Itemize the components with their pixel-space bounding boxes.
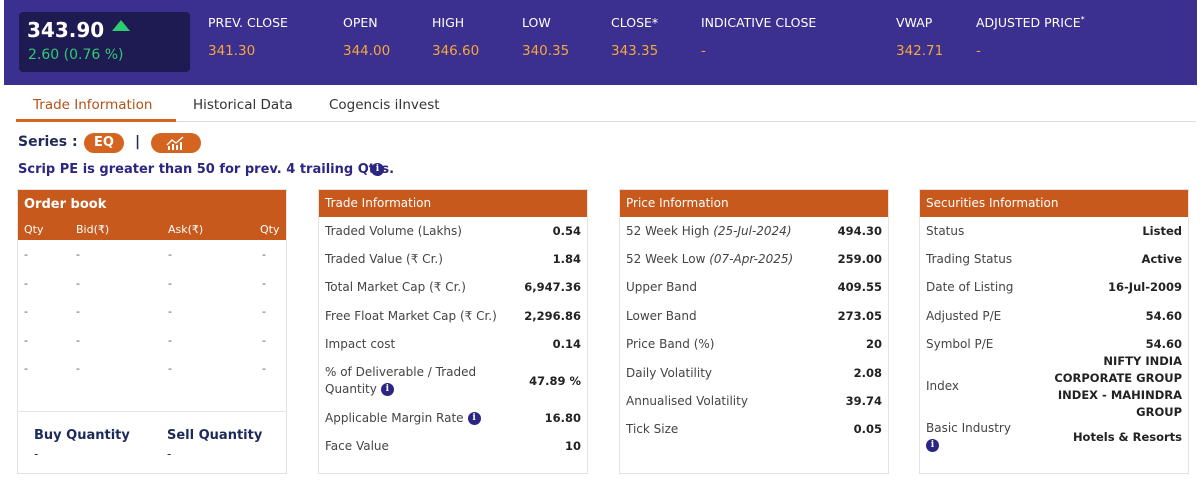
indicative-close: INDICATIVE CLOSE - bbox=[701, 15, 817, 59]
order-book-title: Order book bbox=[18, 190, 286, 220]
column-header: Qty bbox=[260, 223, 280, 236]
price-information-title: Price Information bbox=[620, 190, 888, 217]
trade-information-title: Trade Information bbox=[319, 190, 587, 217]
sell-quantity: Sell Quantity - bbox=[167, 428, 263, 461]
list-item: 52 Week Low (07-Apr-2025) 259.00 bbox=[626, 252, 882, 267]
list-item: Upper Band 409.55 bbox=[626, 280, 882, 295]
info-icon[interactable]: i bbox=[926, 439, 939, 453]
list-item: Index NIFTY INDIA CORPORATE GROUP INDEX … bbox=[926, 353, 1182, 419]
tab-trade-information[interactable]: Trade Information bbox=[33, 97, 153, 113]
info-icon[interactable]: i bbox=[467, 411, 481, 425]
column-header: Qty bbox=[24, 223, 44, 236]
list-item: Tick Size 0.05 bbox=[626, 422, 882, 437]
series-label: Series : bbox=[18, 134, 78, 150]
list-item: Impact cost 0.14 bbox=[325, 337, 581, 352]
table-row: - - - - bbox=[24, 248, 266, 261]
divider bbox=[18, 411, 286, 412]
chart-icon bbox=[166, 136, 184, 150]
adjusted-price: ADJUSTED PRICE* - bbox=[976, 15, 1085, 60]
tab-cogencis-iinvest[interactable]: Cogencis iInvest bbox=[329, 97, 440, 113]
list-item: Status Listed bbox=[926, 223, 1182, 238]
column-header: Ask(₹) bbox=[168, 223, 204, 236]
vwap: VWAP 342.71 bbox=[896, 15, 944, 59]
list-item: Price Band (%) 20 bbox=[626, 337, 882, 352]
active-tab-indicator bbox=[16, 119, 176, 122]
last-price: 343.90 bbox=[27, 18, 105, 42]
list-item: Symbol P/E 54.60 bbox=[926, 337, 1182, 352]
list-item: Traded Value (₹ Cr.) 1.84 bbox=[325, 252, 581, 267]
close: CLOSE* 343.35 bbox=[611, 15, 659, 59]
info-icon[interactable]: i bbox=[380, 383, 394, 397]
table-row: - - - - bbox=[24, 333, 266, 347]
tab-bar: Trade Information Historical Data Cogenc… bbox=[16, 92, 1196, 122]
list-item: Free Float Market Cap (₹ Cr.) 2,296.86 bbox=[325, 308, 581, 323]
order-book-panel: Order book Qty Bid(₹) Ask(₹) Qty - - - -… bbox=[17, 189, 287, 474]
list-item: Applicable Margin Rate i 16.80 bbox=[325, 410, 581, 425]
series-badge[interactable]: EQ bbox=[84, 133, 124, 153]
list-item: Daily Volatility 2.08 bbox=[626, 365, 882, 380]
list-item: Annualised Volatility 39.74 bbox=[626, 394, 882, 409]
list-item: Face Value 10 bbox=[325, 439, 581, 454]
low: LOW 340.35 bbox=[522, 15, 570, 59]
securities-information-title: Securities Information bbox=[920, 190, 1188, 217]
list-item: Traded Volume (Lakhs) 0.54 bbox=[325, 223, 581, 238]
scrip-pe-note: Scrip PE is greater than 50 for prev. 4 … bbox=[18, 162, 395, 177]
list-item: Adjusted P/E 54.60 bbox=[926, 308, 1182, 323]
securities-information-panel: Securities Information Status Listed Tra… bbox=[919, 189, 1189, 474]
list-item: 52 Week High (25-Jul-2024) 494.30 bbox=[626, 223, 882, 238]
price-information-panel: Price Information 52 Week High (25-Jul-2… bbox=[619, 189, 889, 474]
list-item: Basic Industry i Hotels & Resorts bbox=[926, 421, 1182, 453]
table-row: - - - - bbox=[24, 276, 266, 290]
list-item: Date of Listing 16-Jul-2009 bbox=[926, 280, 1182, 295]
order-book-columns: Qty Bid(₹) Ask(₹) Qty bbox=[18, 220, 286, 240]
quote-header: 343.90 2.60 (0.76 %) PREV. CLOSE 341.30 … bbox=[4, 0, 1197, 85]
table-row: - - - - bbox=[24, 305, 266, 318]
last-price-box: 343.90 2.60 (0.76 %) bbox=[19, 12, 190, 72]
series-separator: | bbox=[135, 134, 141, 150]
buy-quantity: Buy Quantity - bbox=[34, 428, 130, 461]
price-change: 2.60 (0.76 %) bbox=[28, 47, 124, 63]
table-row: - - - - bbox=[24, 362, 266, 375]
chart-button[interactable] bbox=[151, 133, 201, 153]
list-item: Lower Band 273.05 bbox=[626, 308, 882, 323]
up-arrow-icon bbox=[112, 20, 130, 31]
tab-historical-data[interactable]: Historical Data bbox=[193, 97, 293, 113]
trade-information-panel: Trade Information Traded Volume (Lakhs) … bbox=[318, 189, 588, 474]
info-icon[interactable]: i bbox=[371, 163, 384, 176]
list-item: Total Market Cap (₹ Cr.) 6,947.36 bbox=[325, 280, 581, 295]
column-header: Bid(₹) bbox=[76, 223, 110, 236]
prev-close: PREV. CLOSE 341.30 bbox=[208, 15, 288, 59]
list-item: Trading Status Active bbox=[926, 252, 1182, 267]
high: HIGH 346.60 bbox=[432, 15, 480, 59]
open: OPEN 344.00 bbox=[343, 15, 391, 59]
list-item: % of Deliverable / Traded Quantity i 47.8… bbox=[325, 365, 581, 397]
